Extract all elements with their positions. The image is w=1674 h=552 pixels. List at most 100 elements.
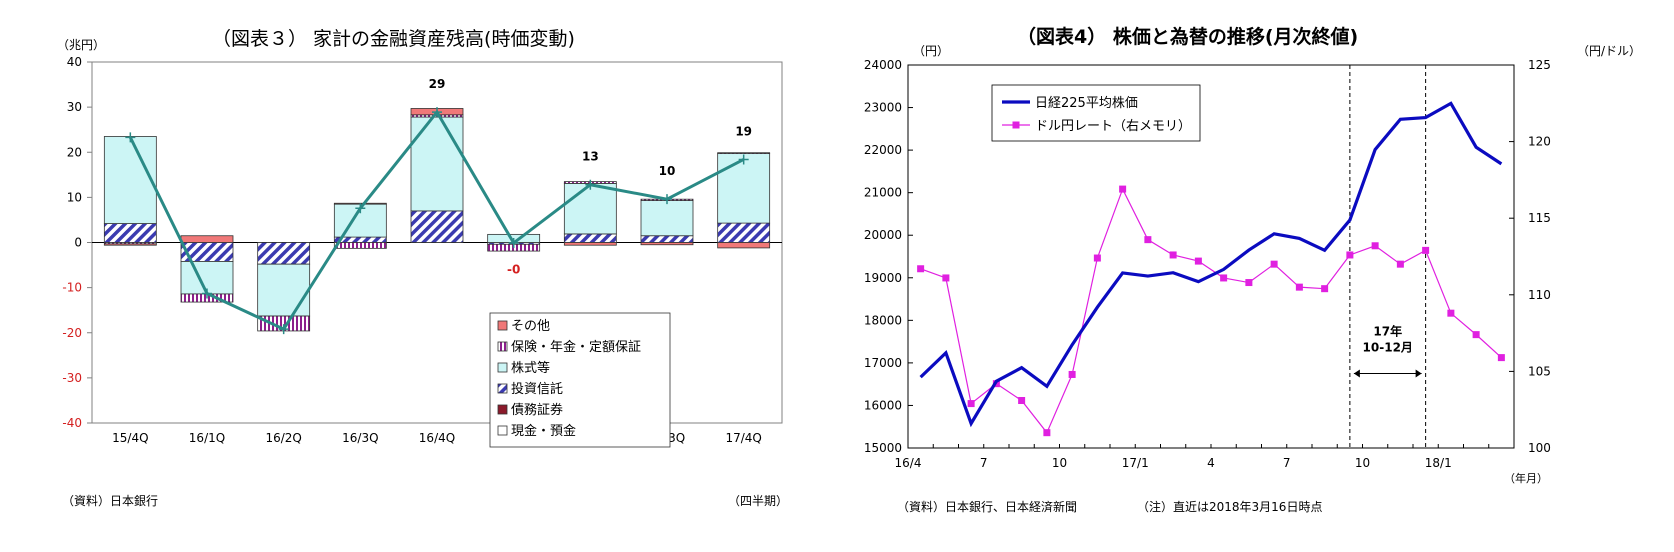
chart4-left-tick-label: 18000 — [864, 313, 902, 327]
chart4-note: （注）直近は2018年3月16日時点 — [1137, 500, 1323, 514]
chart4-left-unit: （円） — [913, 44, 950, 58]
chart3-unit-label: （兆円） — [57, 38, 106, 52]
chart3-legend-swatch — [497, 383, 508, 394]
chart3-total-marker — [662, 194, 672, 205]
chart3-legend-label: 投資信託 — [511, 381, 563, 397]
chart3-bar-segment — [103, 243, 157, 246]
chart3-total-label: 19 — [735, 124, 752, 138]
chart3-legend-swatch — [497, 362, 508, 373]
chart4-fx-marker — [1321, 285, 1329, 293]
chart3-total-marker — [738, 154, 749, 165]
chart4-xtick-label: 10 — [1355, 456, 1370, 470]
chart3-legend-swatch — [497, 404, 508, 415]
chart3-bar-segment — [717, 153, 771, 224]
chart3-bar-segment — [257, 263, 311, 317]
chart4-xtick-label: 7 — [1283, 456, 1291, 470]
chart3-bar-segment — [640, 200, 694, 237]
chart3-ytick-label: -30 — [62, 371, 82, 385]
chart4-fx-marker — [1093, 254, 1101, 262]
chart3-legend-label: 現金・預金 — [511, 423, 576, 439]
chart3-bar-segment — [640, 242, 694, 246]
chart3-bar-segment — [333, 203, 387, 238]
chart4-fx-marker — [1497, 354, 1505, 362]
chart3-total-marker — [278, 324, 289, 335]
chart3-bar-segment — [103, 223, 157, 243]
chart4-left-tick-label: 19000 — [864, 271, 902, 285]
chart4-annotation-arrowhead-right — [1415, 369, 1422, 378]
chart3-legend-label: その他 — [511, 319, 550, 334]
chart3-total-label: -0 — [507, 263, 520, 277]
chart3-legend-label: 債務証券 — [511, 402, 563, 418]
chart4-fx-marker — [1169, 251, 1177, 259]
chart3-total-marker — [355, 203, 366, 214]
chart3-bar-segment — [410, 116, 464, 212]
chart3-legend-label: 株式等 — [511, 360, 550, 376]
chart3-xtick-label: 16/3Q — [342, 431, 378, 445]
chart4-annotation-arrowhead-left — [1353, 369, 1360, 378]
chart4-xtick-label: 17/1 — [1122, 456, 1149, 470]
chart4-fx-marker — [1119, 185, 1127, 193]
chart4-nikkei-line — [919, 101, 1503, 428]
chart4-left-tick-label: 24000 — [864, 58, 902, 72]
chart4-legend-nikkei-label: 日経225平均株価 — [1035, 96, 1138, 111]
chart4-fx-marker — [1472, 331, 1480, 339]
chart4-left-tick-label: 17000 — [864, 356, 902, 370]
chart3-bar-segment — [180, 235, 234, 243]
chart4-fx-marker — [1220, 274, 1228, 282]
chart3-xtick-label: 16/4Q — [419, 431, 455, 445]
chart4-panel: （図表4） 株価と為替の推移(月次終値) （円） （円/ドル） 15000 160… — [837, 0, 1674, 552]
chart4-fx-marker — [917, 265, 925, 273]
chart3-ytick-label: 10 — [67, 190, 82, 204]
chart4-fx-marker — [942, 274, 950, 282]
chart3-bar-segment — [563, 182, 617, 235]
chart3-total-label: 29 — [429, 77, 446, 91]
chart3-legend-swatch — [497, 320, 508, 331]
chart4-left-tick-label: 22000 — [864, 143, 902, 157]
chart3-ytick-label: -10 — [62, 281, 82, 295]
chart3-period-label: （四半期） — [728, 494, 789, 508]
chart3-bar-segment — [640, 235, 694, 243]
chart3-legend-box — [489, 312, 671, 448]
chart3-bar-segment — [333, 242, 387, 249]
chart4-fx-marker — [1295, 283, 1303, 291]
chart4-title: （図表4） 株価と為替の推移(月次終値) — [1017, 26, 1359, 48]
chart4-legend-fx-marker — [1012, 121, 1020, 129]
chart3-bar-segment — [103, 136, 157, 224]
chart3-ytick-label: -40 — [62, 416, 82, 430]
chart4-right-tick-label: 110 — [1528, 288, 1551, 302]
chart3-source: （資料）日本銀行 — [62, 494, 159, 508]
chart4-fx-marker — [1018, 397, 1026, 405]
chart3-ytick-label: -20 — [62, 326, 82, 340]
chart4-fx-marker — [1371, 242, 1379, 250]
chart3-ytick-label: 40 — [67, 55, 82, 69]
chart3-bar-segment — [410, 210, 464, 243]
chart4-annotation-line2: 10-12月 — [1363, 341, 1413, 355]
chart4-right-tick-label: 120 — [1528, 135, 1551, 149]
chart3-ytick-label: 30 — [67, 100, 82, 114]
chart4-fx-line — [920, 187, 1502, 434]
chart4-fx-marker — [1447, 309, 1455, 317]
chart4-fx-marker — [1194, 257, 1202, 265]
chart4-right-tick-label: 105 — [1528, 364, 1551, 378]
chart3-xtick-label: 16/1Q — [189, 431, 225, 445]
chart4-fx-marker — [1270, 260, 1278, 268]
chart3-ytick-label: 20 — [67, 145, 82, 159]
chart3-legend-label: 保険・年金・定額保証 — [511, 339, 641, 355]
chart4-annotation-line1: 17年 — [1373, 324, 1402, 339]
chart4-year-label: （年月） — [1504, 471, 1548, 485]
chart4-xtick-label: 18/1 — [1425, 456, 1452, 470]
chart4-fx-marker — [967, 400, 975, 408]
chart3-xtick-label: 15/4Q — [112, 431, 148, 445]
chart3-total-marker — [125, 132, 136, 143]
chart3-total-label: 13 — [582, 150, 599, 164]
chart4-right-tick-label: 100 — [1528, 441, 1551, 455]
chart3-bar-segment — [563, 242, 617, 246]
chart3-total-marker — [432, 107, 442, 118]
chart4-right-unit: （円/ドル） — [1577, 44, 1642, 58]
chart4-left-tick-label: 21000 — [864, 186, 902, 200]
chart4-right-tick-label: 115 — [1528, 211, 1551, 225]
chart3-xtick-label: 17/4Q — [725, 431, 761, 445]
chart3-plot: -40 -30 -20 -10 0 10 20 30 40 15/4Q 16/1Q 16/2Q 16/3… — [62, 55, 783, 448]
chart4-left-tick-label: 16000 — [864, 398, 902, 412]
chart3-legend-swatch — [497, 341, 508, 352]
